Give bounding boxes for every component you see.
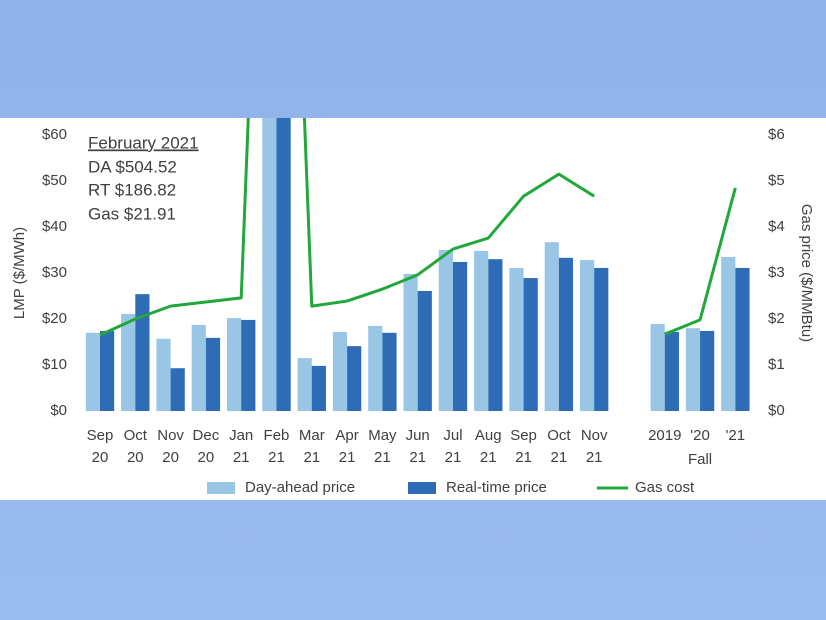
bar <box>509 267 524 411</box>
legend-label: Real-time price <box>446 479 547 496</box>
x-tick-label: Sep <box>87 427 114 444</box>
x-tick-label: 21 <box>480 449 497 466</box>
x-tick-label: 21 <box>303 449 320 466</box>
bar <box>368 325 383 411</box>
bar <box>135 294 150 411</box>
y-tick-label: $50 <box>42 172 67 189</box>
x-tick-label: Oct <box>124 427 148 444</box>
x-tick-label: 20 <box>162 449 179 466</box>
x-tick-label: '20 <box>690 427 710 444</box>
bar <box>488 259 503 411</box>
x-tick-label: Oct <box>547 427 571 444</box>
bar <box>332 331 348 411</box>
legend-label: Day-ahead price <box>245 479 355 496</box>
line <box>99 118 737 337</box>
bar <box>85 332 100 411</box>
bar <box>297 358 312 411</box>
bar <box>170 368 185 411</box>
x-tick-label: 20 <box>198 449 215 466</box>
y-tick-label: $60 <box>42 126 67 143</box>
bar <box>121 313 136 411</box>
annotation: RT $186.82 <box>88 180 176 199</box>
y-tick-label: $40 <box>42 218 67 235</box>
x-tick-label: Aug <box>475 427 502 444</box>
legend-swatch <box>408 482 436 494</box>
x-tick-label: Apr <box>335 427 358 444</box>
bar <box>650 324 665 411</box>
legend-swatch <box>207 482 235 494</box>
y-tick-label: $10 <box>42 356 67 373</box>
bar <box>721 256 736 411</box>
bar <box>262 118 277 411</box>
x-tick-label: Jun <box>406 427 430 444</box>
annotation: February 2021 <box>88 133 199 152</box>
y-tick-label: $30 <box>42 264 67 281</box>
x-tick-label: '21 <box>726 427 746 444</box>
x-tick-label: Feb <box>264 427 290 444</box>
plot <box>85 118 750 411</box>
bar <box>205 337 221 411</box>
bar <box>474 250 489 411</box>
y-tick-label: $0 <box>50 402 67 419</box>
y2-tick-label: $5 <box>768 172 785 189</box>
bar <box>347 346 362 411</box>
x-tick-label: 21 <box>551 449 568 466</box>
bar <box>276 118 291 411</box>
bar <box>438 250 453 411</box>
y-tick-label: $20 <box>42 310 67 327</box>
x-tick-label: 21 <box>233 449 250 466</box>
bar <box>241 319 256 411</box>
x-tick-label: Nov <box>581 427 608 444</box>
bar <box>579 260 595 411</box>
bar <box>735 267 750 411</box>
y2-tick-label: $3 <box>768 264 785 281</box>
y-axis-title: LMP ($/MWh) <box>11 227 28 319</box>
x-tick-label: Jul <box>443 427 462 444</box>
x-tick-label: Sep <box>510 427 537 444</box>
bar <box>403 273 418 411</box>
bar <box>700 330 715 411</box>
bar <box>191 324 206 411</box>
bar <box>523 278 538 411</box>
y2-tick-label: $6 <box>768 126 785 143</box>
y2-tick-label: $1 <box>768 356 785 373</box>
x-tick-label: 20 <box>92 449 109 466</box>
x-tick-label: Dec <box>193 427 220 444</box>
annotation: DA $504.52 <box>88 157 177 176</box>
x-tick-label: May <box>368 427 397 444</box>
x-tick-label: 20 <box>127 449 144 466</box>
legend-label: Gas cost <box>635 479 695 496</box>
bar <box>156 338 171 411</box>
x-tick-label: 21 <box>515 449 532 466</box>
bar <box>226 318 242 411</box>
x-tick-label: 2019 <box>648 427 681 444</box>
bar <box>594 267 609 411</box>
bar <box>452 261 468 411</box>
bar <box>417 290 432 411</box>
bar <box>311 365 326 411</box>
x-group-label: Fall <box>688 451 712 468</box>
x-tick-label: 21 <box>445 449 462 466</box>
bar <box>99 330 115 411</box>
y2-tick-label: $0 <box>768 402 785 419</box>
x-tick-label: 21 <box>374 449 391 466</box>
x-tick-label: Nov <box>157 427 184 444</box>
y2-axis-title: Gas price ($/MMBtu) <box>798 204 815 342</box>
x-tick-label: 21 <box>586 449 603 466</box>
bar <box>382 332 397 411</box>
bar <box>558 257 574 411</box>
bar <box>544 242 559 411</box>
x-tick-label: 21 <box>268 449 285 466</box>
annotation: Gas $21.91 <box>88 204 176 223</box>
bar <box>664 331 679 411</box>
y2-tick-label: $4 <box>768 218 785 235</box>
x-tick-label: 21 <box>409 449 426 466</box>
y2-tick-label: $2 <box>768 310 785 327</box>
bar <box>685 328 701 411</box>
x-tick-label: 21 <box>339 449 356 466</box>
x-tick-label: Mar <box>299 427 325 444</box>
x-tick-label: Jan <box>229 427 253 444</box>
